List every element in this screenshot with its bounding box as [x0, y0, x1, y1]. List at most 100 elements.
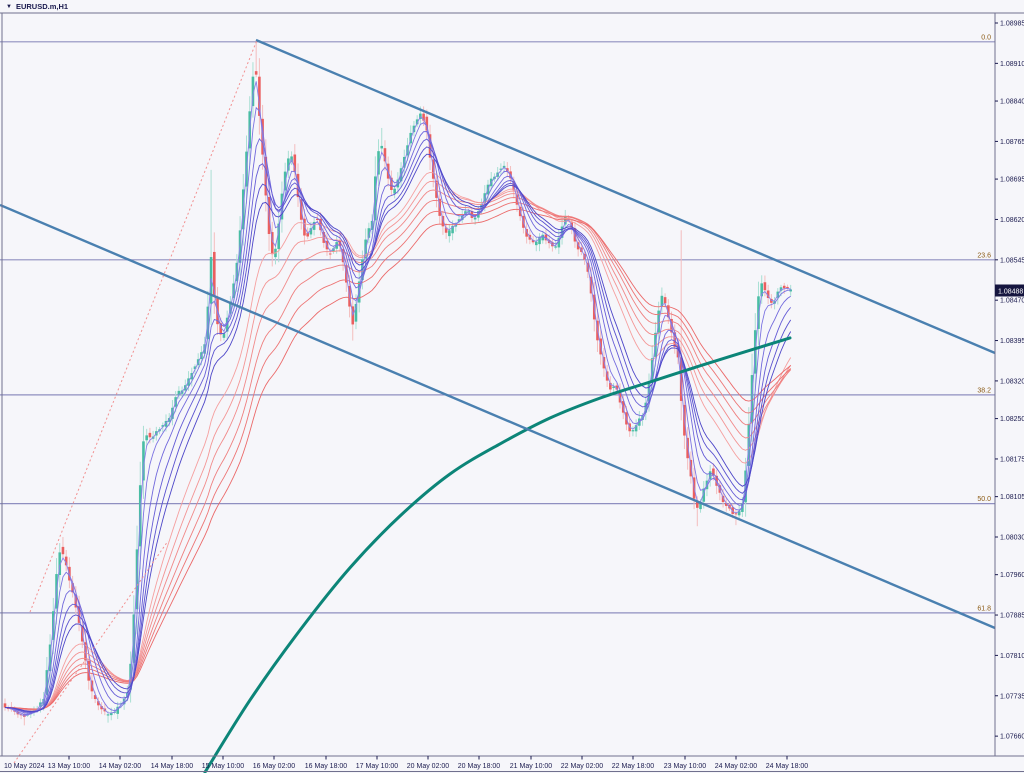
candle-body: [712, 468, 715, 476]
candle-body: [254, 71, 258, 75]
price-axis-label: 1.08470: [1000, 298, 1024, 305]
trendlines-layer: [0, 38, 996, 764]
descending-support-line[interactable]: [0, 203, 996, 630]
candle-body: [708, 471, 712, 480]
price-axis-label: 1.07735: [1000, 693, 1024, 700]
candle-body: [116, 706, 119, 714]
symbol-name-label: EURUSD.m,H1: [15, 2, 69, 11]
price-axis-label: 1.08175: [1000, 456, 1024, 463]
time-axis-label: 13 May 10:00: [48, 763, 91, 770]
candle-body: [576, 242, 580, 250]
candle-body: [377, 151, 380, 175]
candle-body: [525, 229, 528, 237]
time-axis-label: 16 May 02:00: [253, 763, 296, 770]
candle-body: [222, 333, 226, 338]
candle-body: [335, 242, 338, 249]
candle-body: [679, 357, 683, 401]
price-axis-label: 1.08620: [1000, 217, 1024, 224]
ascending-dashed-line-shallow[interactable]: [13, 540, 169, 764]
axes-layer: 1.08985 1.08910 1.08840 1.08765 1.08695 1.086…: [0, 12, 1024, 772]
price-axis-label: 1.08985: [1000, 21, 1024, 28]
candle-body: [451, 225, 454, 234]
price-axis-label: 1.08840: [1000, 99, 1024, 106]
time-axis-label: 20 May 18:00: [458, 763, 501, 770]
candle-body: [213, 251, 216, 297]
time-axis-label: 23 May 10:00: [664, 763, 707, 770]
time-axis-label: 14 May 18:00: [151, 763, 194, 770]
candle-body: [106, 714, 110, 716]
candle-body: [422, 113, 425, 121]
candle-body: [660, 295, 664, 307]
candle-body: [219, 323, 223, 335]
slow-ema-line: [4, 189, 792, 710]
current-price-text: 1.08488: [998, 288, 1023, 295]
time-axis-label: 24 May 02:00: [715, 763, 758, 770]
price-axis-label: 1.08105: [1000, 494, 1024, 501]
candle-body: [444, 227, 448, 233]
candle-body: [696, 500, 699, 508]
candle-body: [277, 223, 280, 249]
candle-body: [557, 237, 561, 248]
fast-ema-line: [4, 138, 792, 713]
candle-body: [383, 148, 387, 162]
price-axis-label: 1.08695: [1000, 177, 1024, 184]
candle-body: [309, 228, 313, 235]
price-axis-label: 1.08030: [1000, 534, 1024, 541]
price-axis-label: 1.08765: [1000, 139, 1024, 146]
time-axis-label: 24 May 18:00: [766, 763, 809, 770]
fast-ema-line: [4, 106, 791, 715]
candle-body: [415, 119, 419, 125]
candle-body: [109, 712, 113, 716]
slow-ema-line: [5, 208, 791, 710]
candle-body: [6, 708, 10, 710]
candle-body: [193, 366, 197, 370]
candle-body: [538, 237, 541, 245]
candle-body: [399, 168, 403, 182]
candle-body: [32, 710, 36, 712]
candle-body: [724, 502, 728, 506]
price-axis-label: 1.08910: [1000, 61, 1024, 68]
candle-body: [731, 507, 735, 514]
candle-body: [631, 430, 635, 432]
slow-ema-line: [4, 171, 792, 711]
candle-body: [789, 289, 792, 292]
time-axis-label: 14 May 02:00: [99, 763, 142, 770]
descending-resistance-line[interactable]: [255, 38, 996, 355]
fib-level-label: 38.2: [977, 387, 991, 394]
candle-body: [61, 546, 65, 555]
symbol-selector[interactable]: ▼ EURUSD.m,H1: [6, 1, 68, 12]
slow-ema-layer: [4, 171, 792, 711]
fast-ema-line: [4, 81, 791, 717]
price-axis-label: 1.08250: [1000, 416, 1024, 423]
time-axis-label: 20 May 02:00: [407, 763, 450, 770]
candle-body: [515, 195, 519, 205]
candle-body: [699, 502, 702, 510]
candle-body: [258, 76, 261, 116]
fib-level-label: 50.0: [977, 496, 991, 503]
candle-body: [142, 441, 145, 481]
candle-body: [425, 116, 429, 131]
slow-ema-line: [4, 197, 792, 710]
candle-body: [612, 386, 615, 389]
candle-body: [161, 425, 165, 427]
candle-body: [100, 706, 103, 710]
price-axis-label: 1.07960: [1000, 572, 1024, 579]
time-axis-label: 21 May 10:00: [510, 763, 553, 770]
price-axis-label: 1.07660: [1000, 734, 1024, 741]
candle-body: [306, 232, 309, 237]
price-axis-label: 1.08395: [1000, 338, 1024, 345]
candle-body: [763, 282, 767, 291]
price-axis-label: 1.07885: [1000, 613, 1024, 620]
ma200-line: [203, 336, 792, 773]
ascending-dashed-line-steep[interactable]: [29, 39, 258, 613]
candle-body: [786, 286, 789, 289]
candle-body: [535, 241, 538, 246]
candle-body: [448, 230, 451, 237]
candle-body: [97, 701, 100, 706]
candle-body: [396, 179, 400, 188]
fast-ema-line: [4, 131, 791, 714]
price-axis-label: 1.07810: [1000, 653, 1024, 660]
fibonacci-layer: 0.0 23.6 38.2 50.0 61.8: [0, 34, 995, 614]
fast-ema-line: [4, 153, 792, 712]
